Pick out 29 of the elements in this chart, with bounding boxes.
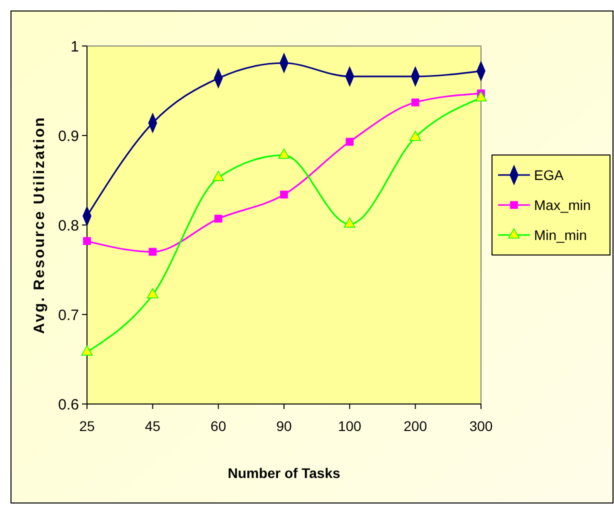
y-tick-label: 0.6 <box>58 396 79 414</box>
y-tick-label: 0.8 <box>58 217 79 234</box>
point <box>148 248 157 256</box>
x-tick-label: 45 <box>144 418 161 434</box>
point <box>344 218 356 228</box>
point <box>278 148 290 159</box>
x-tick-label: 200 <box>404 418 428 434</box>
point <box>214 214 222 223</box>
x-tick-label: 25 <box>79 418 95 434</box>
x-tick-label: 60 <box>210 418 226 434</box>
y-tick-label: 0.7 <box>58 306 79 324</box>
point <box>346 138 354 146</box>
point <box>410 130 422 141</box>
point <box>212 170 224 182</box>
point <box>81 345 93 356</box>
y-tick-label: 1 <box>70 38 79 56</box>
legend-label: EGA <box>534 166 564 183</box>
point <box>280 190 288 199</box>
x-tick-label: 300 <box>469 418 493 434</box>
y-axis-title: Avg. Resource Utilization <box>31 116 48 334</box>
x-tick-label: 100 <box>338 418 362 434</box>
x-axis-title: Number of Tasks <box>228 465 340 481</box>
legend-label: Max_min <box>534 196 591 213</box>
legend-label: Min_min <box>534 226 587 243</box>
point <box>146 288 158 298</box>
x-tick-label: 90 <box>276 418 292 434</box>
point <box>411 98 420 106</box>
y-tick-label: 0.9 <box>58 128 79 145</box>
point <box>83 237 91 246</box>
